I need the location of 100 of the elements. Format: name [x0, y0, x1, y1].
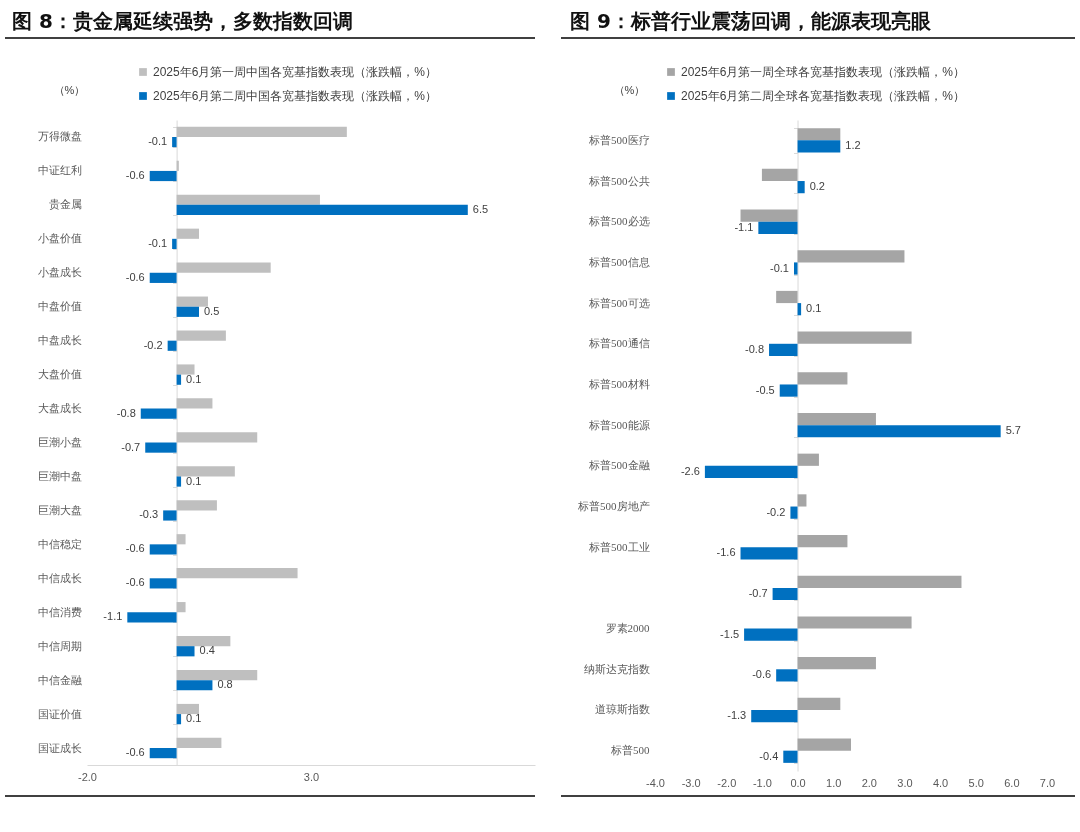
bar	[797, 331, 912, 344]
y-tick-label: 中信金融	[37, 673, 82, 686]
data-label: -0.8	[116, 406, 136, 419]
bar	[172, 136, 177, 148]
x-tick-label: 3.0	[897, 776, 913, 789]
bar	[797, 494, 807, 507]
y-tick-label: 国证成长	[37, 741, 82, 754]
bar	[176, 364, 195, 375]
y-tick-label: 纳斯达克指数	[583, 662, 650, 675]
x-tick-label: 2.0	[861, 776, 877, 789]
bar	[149, 748, 177, 759]
y-tick-label: 标普500可选	[588, 296, 650, 309]
y-tick-label: 国证价值	[37, 707, 82, 720]
data-label: 1.2	[845, 139, 861, 152]
y-tick-label: 标普500	[610, 744, 650, 757]
bar	[149, 544, 177, 555]
bar	[167, 340, 177, 351]
legend-label: 2025年6月第二周全球各宽基指数表现（涨跌幅，%）	[681, 89, 966, 103]
y-tick-label: 万得微盘	[37, 130, 82, 143]
bar	[176, 680, 213, 691]
data-label: 0.2	[809, 180, 825, 193]
y-tick-label: 中信消费	[37, 605, 82, 618]
data-label: 0.1	[186, 372, 202, 385]
bar	[783, 750, 798, 763]
x-tick-label: -4.0	[646, 776, 665, 789]
bar	[172, 238, 177, 249]
y-tick-label: 大盘成长	[37, 402, 82, 415]
legend-label: 2025年6月第一周中国各宽基指数表现（涨跌幅，%）	[153, 65, 438, 79]
bar	[149, 272, 177, 283]
x-tick-label: 1.0	[826, 776, 842, 789]
bar	[176, 204, 468, 216]
bar	[176, 398, 213, 409]
data-label: 0.5	[204, 304, 220, 317]
bar	[140, 408, 177, 419]
data-label: -0.6	[125, 576, 145, 589]
bar	[797, 425, 1001, 438]
bar	[176, 500, 217, 511]
data-label: -0.7	[748, 587, 768, 600]
bar	[176, 126, 347, 137]
bar	[176, 646, 195, 657]
x-tick-label: -1.0	[752, 776, 772, 789]
bar	[176, 669, 258, 681]
bar	[797, 657, 876, 670]
bar	[740, 547, 798, 560]
y-tick-label: 中信成长	[37, 571, 82, 584]
data-label: 0.1	[186, 474, 202, 487]
bar	[793, 262, 798, 275]
bar	[176, 476, 182, 487]
bar	[769, 343, 798, 356]
bar	[797, 140, 841, 153]
bar	[176, 296, 208, 307]
bar	[176, 703, 199, 715]
bar	[797, 535, 848, 548]
x-tick-label: -3.0	[681, 776, 701, 789]
data-label: -0.4	[759, 749, 779, 762]
y-tick-label: 巨潮小盘	[37, 436, 82, 448]
y-tick-label: 标普500金融	[588, 459, 650, 472]
y-tick-label: 中盘成长	[37, 334, 82, 347]
y-tick-label: 标普500通信	[588, 337, 650, 350]
bar	[176, 737, 222, 749]
y-tick-label: 贵金属	[48, 198, 82, 211]
bar	[149, 578, 177, 589]
data-label: 0.1	[186, 712, 202, 725]
data-label: 0.1	[806, 302, 822, 315]
bar	[149, 170, 177, 182]
bar	[176, 330, 226, 341]
x-axis-title: （%）	[613, 83, 646, 96]
bar	[797, 738, 851, 751]
legend-label: 2025年6月第二周中国各宽基指数表现（涨跌幅，%）	[153, 89, 438, 103]
x-tick-label: 6.0	[1004, 776, 1020, 789]
data-label: -0.6	[125, 542, 145, 555]
x-tick-label: 7.0	[1039, 776, 1056, 789]
data-label: -0.6	[125, 169, 145, 182]
y-tick-label: 巨潮中盘	[37, 469, 82, 482]
bar	[176, 636, 231, 647]
bar	[772, 587, 798, 601]
data-label: -0.6	[125, 746, 145, 759]
bar	[740, 209, 798, 222]
data-label: 0.4	[199, 644, 215, 657]
bar	[797, 181, 805, 194]
y-tick-label: 标普500材料	[588, 377, 650, 390]
data-label: -0.1	[770, 261, 789, 274]
data-label: -1.5	[720, 627, 740, 640]
y-tick-label: 罗素2000	[605, 622, 650, 635]
x-tick-label: 3.0	[303, 770, 320, 783]
data-label: -1.6	[716, 546, 736, 559]
y-tick-label: 标普500能源	[588, 418, 650, 431]
chart-title: 图 9：标普行业震荡回调，能源表现亮眼	[570, 8, 931, 34]
bar	[176, 602, 186, 613]
data-label: -0.6	[752, 668, 772, 681]
y-tick-label: 标普500工业	[588, 540, 650, 553]
bar	[797, 575, 962, 588]
y-tick-label: 标普500信息	[588, 255, 650, 268]
data-label: -0.6	[125, 270, 145, 283]
y-tick-label: 标普500房地产	[577, 500, 650, 513]
y-tick-label: 标普500医疗	[588, 133, 650, 146]
data-label: -0.3	[139, 508, 159, 521]
bar	[776, 290, 798, 304]
data-label: -1.1	[103, 610, 123, 623]
y-tick-label: 巨潮大盘	[37, 503, 82, 516]
